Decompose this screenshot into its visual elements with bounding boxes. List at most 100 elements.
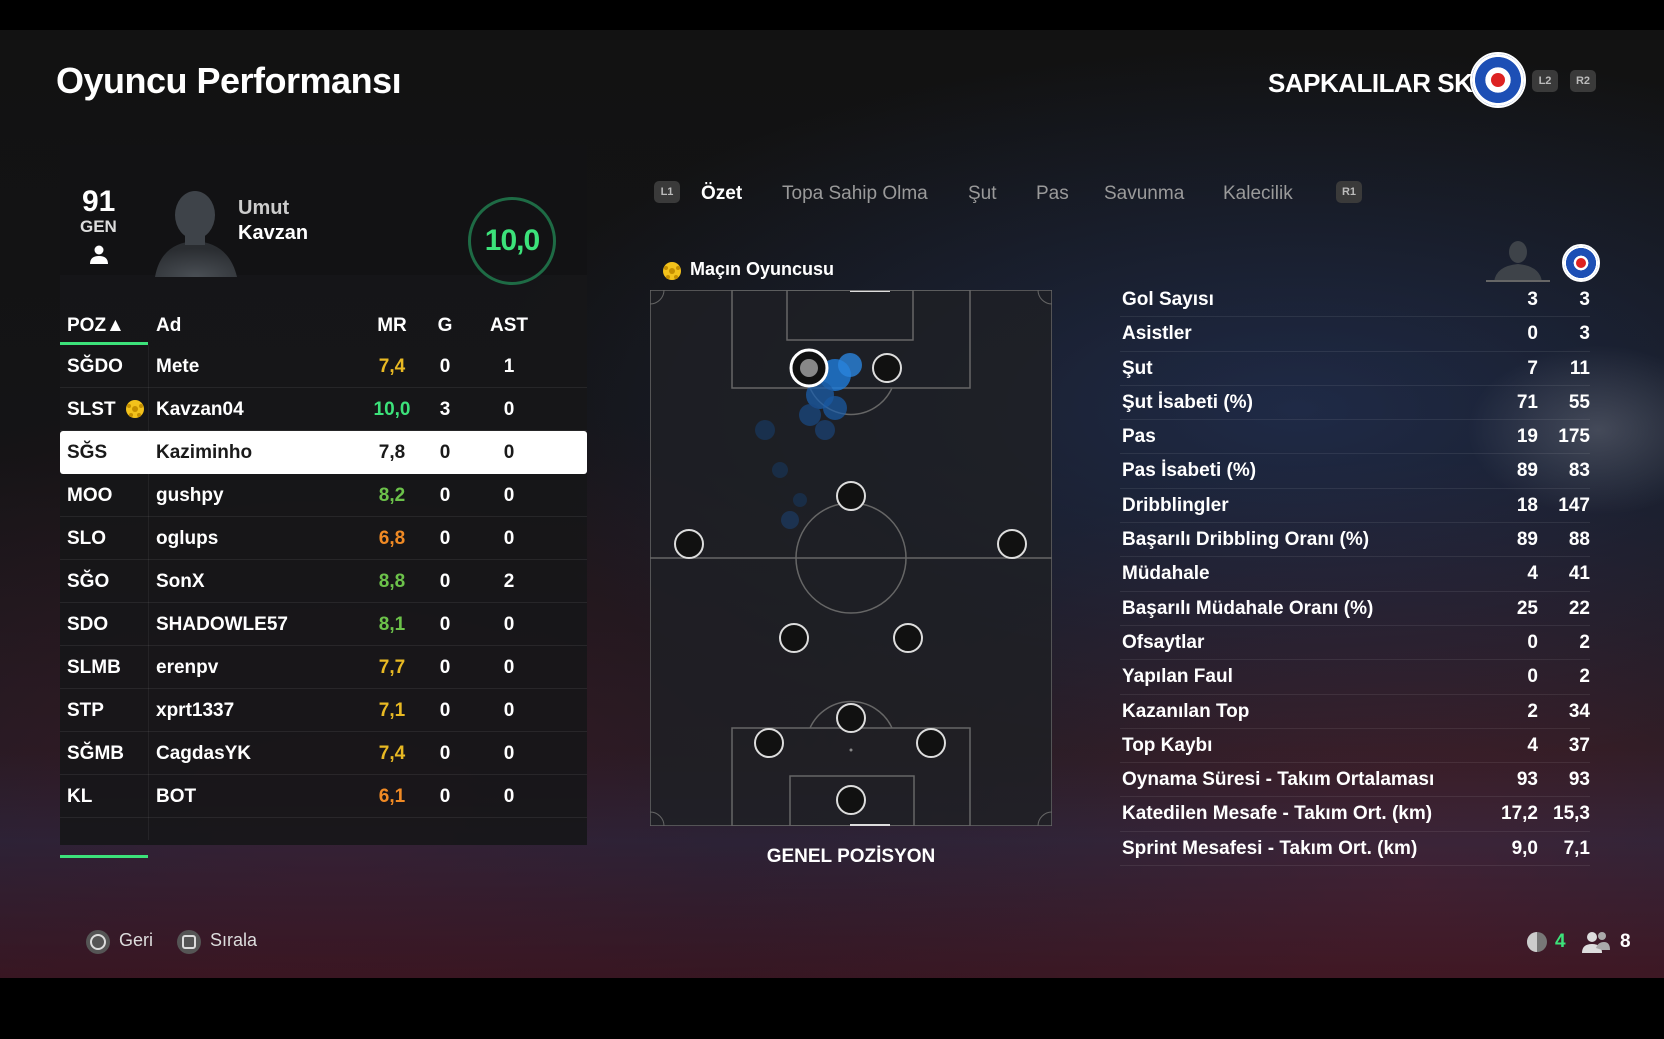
table-row[interactable]: MOO gushpy 8,2 0 0 — [60, 474, 587, 517]
player-goals: 0 — [439, 700, 451, 721]
player-name: Mete — [156, 356, 200, 377]
stat-label: Oynama Süresi - Takım Ortalaması — [1122, 769, 1435, 791]
player-position: STP — [67, 700, 104, 721]
stat-label: Şut — [1122, 357, 1153, 379]
heatmap — [755, 353, 862, 529]
player-match-rating: 7,8 — [378, 442, 406, 463]
pitch-caption: GENEL POZİSYON — [766, 846, 936, 867]
player-name: gushpy — [156, 485, 224, 506]
player-goals: 0 — [439, 442, 451, 463]
table-row[interactable]: STP xprt1337 7,1 0 0 — [60, 689, 587, 732]
table-row[interactable]: SLST Kavzan04 10,0 3 0 — [60, 388, 587, 431]
table-header: POZ▲ Ad MR G AST — [60, 305, 587, 345]
player-goals: 0 — [439, 485, 451, 506]
player-rating: 10,0 — [468, 197, 556, 285]
player-name: Kaziminho — [156, 442, 253, 463]
player-goals: 3 — [439, 399, 451, 420]
table-row[interactable]: SĞO SonX 8,8 0 2 — [60, 560, 587, 603]
player-name: erenpv — [156, 657, 219, 678]
header-mr[interactable]: MR — [377, 315, 407, 336]
person-icon — [90, 245, 108, 264]
player-goals: 0 — [439, 614, 451, 635]
player-position: SLMB — [67, 657, 121, 678]
player-position: SĞO — [67, 571, 110, 592]
stat-label: Sprint Mesafesi - Takım Ort. (km) — [1122, 837, 1418, 859]
stat-row: Şut 7 11 — [1120, 352, 1590, 386]
header-g[interactable]: G — [437, 315, 453, 336]
back-button[interactable]: Geri — [119, 930, 154, 950]
stat-row: Şut İsabeti (%) 71 55 — [1120, 386, 1590, 421]
table-row[interactable]: SĞDO Mete 7,4 0 1 — [60, 345, 587, 388]
circle-button-icon[interactable] — [85, 929, 111, 955]
table-row[interactable]: SDO SHADOWLE57 8,1 0 0 — [60, 603, 587, 646]
stat-label: Başarılı Müdahale Oranı (%) — [1122, 597, 1374, 619]
player-position: SĞS — [67, 442, 108, 463]
stat-player-value: 2 — [1527, 700, 1538, 722]
tab-4[interactable]: Savunma — [1104, 183, 1185, 204]
table-row[interactable]: SLO oglups 6,8 0 0 — [60, 517, 587, 560]
player-match-rating: 8,2 — [378, 485, 406, 506]
player-match-rating: 7,7 — [378, 657, 406, 678]
l1-button[interactable]: L1 — [654, 181, 680, 203]
stat-team-value: 175 — [1558, 426, 1590, 448]
stat-row: Dribblingler 18 147 — [1120, 489, 1590, 524]
header-ad[interactable]: Ad — [156, 315, 182, 336]
stat-label: Ofsaytlar — [1122, 631, 1205, 653]
tab-5[interactable]: Kalecilik — [1223, 183, 1293, 204]
stat-label: Yapılan Faul — [1122, 666, 1233, 688]
stat-player-value: 7 — [1527, 357, 1538, 379]
selected-player-card: 91 GEN Umut Kavzan 10,0 — [60, 145, 587, 285]
r2-button[interactable]: R2 — [1570, 70, 1596, 92]
tab-1[interactable]: Topa Sahip Olma — [782, 183, 928, 204]
sort-button[interactable]: Sırala — [210, 930, 258, 950]
player-assists: 0 — [503, 399, 515, 420]
player-position: KL — [67, 786, 93, 807]
stat-team-value: 83 — [1568, 460, 1590, 482]
player-goals: 0 — [439, 356, 451, 377]
table-row[interactable]: SLMB erenpv 7,7 0 0 — [60, 646, 587, 689]
player-match-rating: 10,0 — [373, 399, 411, 420]
player-assists: 0 — [503, 700, 515, 721]
r1-button[interactable]: R1 — [1336, 181, 1362, 203]
player-name: SHADOWLE57 — [156, 614, 288, 635]
player-name: xprt1337 — [156, 700, 235, 721]
square-button-icon[interactable] — [176, 929, 202, 955]
header-ast[interactable]: AST — [490, 315, 528, 336]
tab-3[interactable]: Pas — [1036, 183, 1069, 204]
club-name: SAPKALILAR SK — [1268, 68, 1473, 98]
column-divider — [148, 345, 149, 840]
stat-team-value: 22 — [1568, 597, 1590, 619]
stat-player-value: 19 — [1516, 426, 1538, 448]
player-assists: 2 — [503, 571, 515, 592]
header-poz[interactable]: POZ▲ — [67, 315, 125, 336]
player-position: SLO — [67, 528, 107, 549]
stat-label: Dribblingler — [1122, 494, 1229, 516]
l2-button[interactable]: L2 — [1532, 70, 1558, 92]
stat-player-value: 4 — [1527, 734, 1538, 756]
tab-0[interactable]: Özet — [701, 183, 743, 204]
tab-2[interactable]: Şut — [968, 183, 997, 204]
stat-label: Kazanılan Top — [1122, 700, 1250, 722]
player-rows: SĞDO Mete 7,4 0 1 SLST Kavzan04 10,0 3 0 SĞS Kazimi… — [60, 345, 587, 818]
stat-player-value: 93 — [1516, 769, 1538, 791]
stat-player-value: 0 — [1527, 631, 1538, 653]
gen-value: 91 — [82, 185, 116, 218]
table-row[interactable]: SĞMB CagdasYK 7,4 0 0 — [60, 732, 587, 775]
player-name: BOT — [156, 786, 197, 807]
stat-row: Sprint Mesafesi - Takım Ort. (km) 9,0 7,1 — [1120, 832, 1590, 867]
table-row[interactable]: KL BOT 6,1 0 0 — [60, 775, 587, 818]
stat-player-value: 0 — [1527, 666, 1538, 688]
position-markers — [674, 348, 1027, 815]
stat-label: Katedilen Mesafe - Takım Ort. (km) — [1122, 803, 1433, 825]
table-row[interactable]: SĞS Kaziminho 7,8 0 0 — [60, 431, 587, 474]
player-assists: 0 — [503, 442, 515, 463]
stat-row: Pas İsabeti (%) 89 83 — [1120, 454, 1590, 489]
motm-ball-icon — [126, 400, 144, 418]
stat-label: Asistler — [1122, 323, 1192, 345]
player-position: SLST — [67, 399, 116, 420]
stat-team-value: 2 — [1579, 631, 1590, 653]
player-goals: 0 — [439, 786, 451, 807]
stat-team-value: 41 — [1568, 563, 1590, 585]
player-name: SonX — [156, 571, 205, 592]
stat-label: Pas — [1122, 426, 1156, 448]
